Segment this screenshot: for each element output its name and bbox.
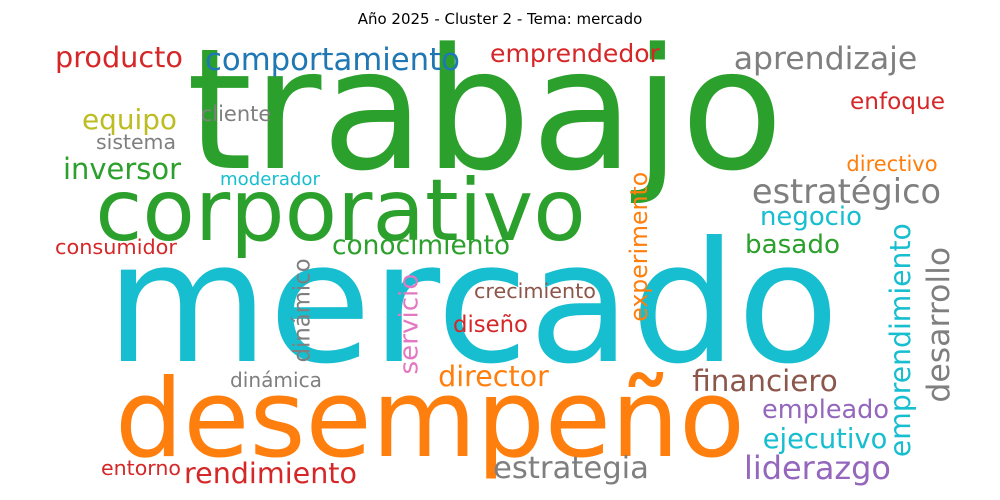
word-desarrollo: desarrollo bbox=[921, 247, 958, 403]
word-emprendimiento: emprendimiento bbox=[883, 223, 917, 457]
word-basado: basado bbox=[744, 229, 840, 260]
word-mercado: mercado bbox=[105, 206, 840, 401]
word-directivo: directivo bbox=[846, 151, 938, 176]
word-diseno: diseño bbox=[453, 311, 528, 338]
word-corporativo: corporativo bbox=[95, 161, 586, 262]
word-consumidor: consumidor bbox=[55, 234, 177, 259]
word-sistema: sistema bbox=[96, 129, 176, 154]
word-moderador: moderador bbox=[220, 168, 320, 190]
word-entorno: entorno bbox=[101, 455, 181, 480]
word-estrategico: estratégico bbox=[751, 172, 942, 212]
word-trabajo: trabajo bbox=[186, 12, 784, 208]
word-dinamico: dinámico bbox=[289, 258, 316, 362]
chart-title: Año 2025 - Cluster 2 - Tema: mercado bbox=[357, 10, 643, 28]
word-servicio: servicio bbox=[393, 273, 424, 375]
word-inversor: inversor bbox=[62, 151, 181, 186]
word-producto: producto bbox=[55, 39, 183, 74]
word-empleado: empleado bbox=[762, 394, 889, 425]
word-estrategia: estrategia bbox=[493, 450, 649, 486]
word-conocimiento: conocimiento bbox=[332, 229, 510, 261]
word-comportamiento: comportamiento bbox=[205, 41, 460, 78]
word-negocio: negocio bbox=[760, 202, 862, 233]
word-dinamica: dinámica bbox=[230, 368, 322, 393]
word-rendimiento: rendimiento bbox=[184, 455, 357, 490]
word-cliente: cliente bbox=[200, 101, 272, 126]
word-director: director bbox=[438, 360, 549, 394]
word-emprendedor: emprendedor bbox=[490, 39, 660, 69]
word-crecimiento: crecimiento bbox=[474, 279, 596, 304]
word-ejecutivo: ejecutivo bbox=[762, 424, 888, 456]
word-equipo: equipo bbox=[82, 103, 177, 137]
word-enfoque: enfoque bbox=[850, 88, 945, 116]
word-experimento: experimento bbox=[625, 172, 654, 322]
word-financiero: financiero bbox=[692, 364, 838, 399]
word-liderazgo: liderazgo bbox=[744, 448, 891, 487]
word-aprendizaje: aprendizaje bbox=[733, 41, 918, 78]
word-desempeno: desempeño bbox=[115, 357, 745, 483]
